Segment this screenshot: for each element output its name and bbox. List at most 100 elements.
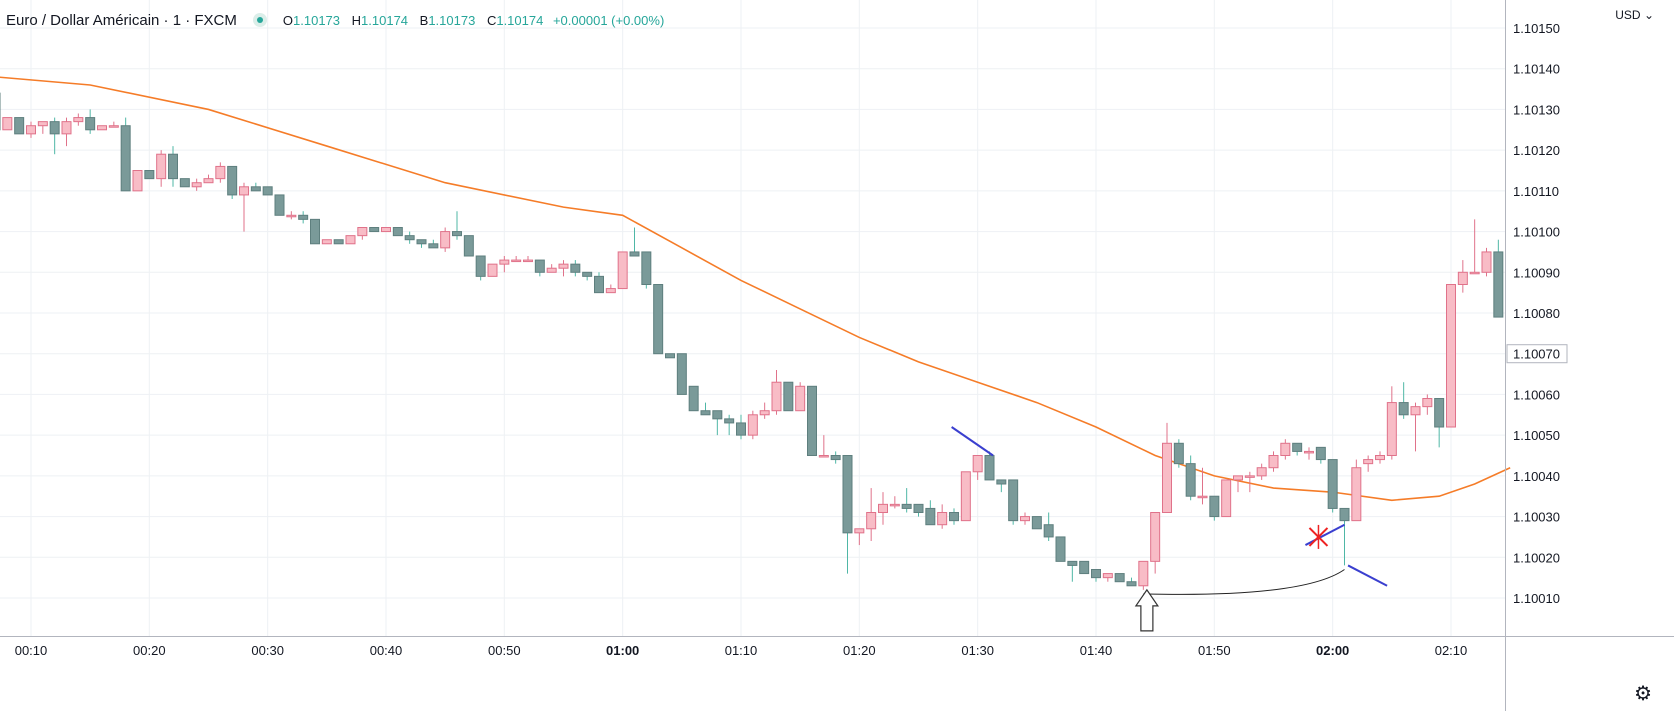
candle-body <box>1031 516 1042 530</box>
price-tick-label: 1.10040 <box>1513 469 1560 484</box>
currency-selector[interactable]: USD ⌄ <box>1615 8 1654 22</box>
candle-body <box>392 227 403 237</box>
low-key: B <box>419 12 429 28</box>
candle-up <box>759 402 770 419</box>
candle-down <box>1043 512 1054 541</box>
candle-body <box>996 479 1007 485</box>
candle-down <box>1292 442 1303 456</box>
candle-up <box>866 488 877 541</box>
candle-body <box>321 239 332 245</box>
candle-up <box>321 239 332 245</box>
candle-down <box>227 165 238 199</box>
candle-body <box>37 121 48 127</box>
candle-up <box>795 382 806 412</box>
candle-up <box>605 284 616 294</box>
time-tick-label: 00:50 <box>488 643 521 658</box>
candle-down <box>913 503 924 517</box>
candle-up <box>1363 455 1374 472</box>
candle-up <box>1150 512 1161 574</box>
candle-body <box>807 385 817 456</box>
candle-down <box>416 239 427 248</box>
candle-up <box>381 227 391 233</box>
candle-up <box>61 117 72 147</box>
candle-body <box>712 410 723 420</box>
candle-body <box>333 239 344 245</box>
candle-body <box>925 507 936 526</box>
candle-body <box>1268 455 1279 469</box>
candle-body <box>1481 251 1492 273</box>
candle-body <box>854 528 865 534</box>
candle-up <box>558 260 569 277</box>
high-value: 1.10174 <box>361 12 409 28</box>
price-tick-label: 1.10150 <box>1513 21 1560 36</box>
candle-body <box>1221 479 1232 518</box>
time-tick-label: 01:40 <box>1080 643 1113 658</box>
time-tick-label: 02:10 <box>1435 643 1468 658</box>
candle-down <box>570 260 581 277</box>
candle-down <box>996 479 1007 493</box>
candle-up <box>1197 467 1208 505</box>
candle-up <box>1268 451 1279 472</box>
candle-body <box>1055 536 1066 562</box>
candle-body <box>49 121 60 135</box>
price-tick-label: 1.10110 <box>1513 184 1559 199</box>
candle-body <box>736 422 746 436</box>
close-value: 1.10174 <box>496 12 544 28</box>
candle-body <box>771 381 782 412</box>
candle-body <box>558 263 569 269</box>
candle-up <box>26 121 36 138</box>
candle-body <box>818 455 829 458</box>
candle-body <box>1020 516 1030 522</box>
candle-down <box>168 146 178 187</box>
candle-up <box>357 227 368 240</box>
candle-body <box>132 170 143 192</box>
candle-body <box>428 243 439 249</box>
candle-down <box>842 455 853 574</box>
symbol-title[interactable]: Euro / Dollar Américain · 1 · FXCM <box>6 11 237 29</box>
gear-icon[interactable]: ⚙ <box>1634 683 1652 705</box>
candle-up <box>747 410 758 440</box>
candle-body <box>227 165 238 196</box>
candle-body <box>215 165 226 180</box>
candle-body <box>1410 406 1421 416</box>
symbol-header: Euro / Dollar Américain · 1 · FXCM O 1.10… <box>0 0 664 40</box>
candle-body <box>120 125 131 192</box>
candle-body <box>511 259 522 263</box>
candle-up <box>1020 512 1030 525</box>
candle-down <box>1434 398 1445 448</box>
candle-down <box>369 227 380 233</box>
high-key: H <box>351 12 362 28</box>
candle-up <box>487 263 498 277</box>
candle-body <box>1197 495 1208 499</box>
trend-line <box>1347 564 1388 587</box>
candle-up <box>617 251 628 290</box>
currency-label: USD <box>1615 8 1641 22</box>
candle-body <box>1067 560 1078 566</box>
candle-up <box>1469 219 1480 275</box>
candle-body <box>546 267 557 273</box>
candle-body <box>156 153 167 180</box>
candle-body <box>61 121 72 135</box>
candle-up <box>960 471 971 522</box>
candle-down <box>736 414 746 440</box>
candle-body <box>262 186 273 196</box>
candle-body <box>1398 402 1409 416</box>
candle-body <box>960 471 971 522</box>
candle-down <box>700 402 711 416</box>
candle-up <box>889 496 900 509</box>
open-key: O <box>282 12 294 28</box>
candle-body <box>700 410 711 416</box>
candle-down <box>1173 439 1184 468</box>
candle-down <box>534 259 545 277</box>
candle-body <box>14 117 25 135</box>
price-tick-label: 1.10030 <box>1513 510 1560 525</box>
time-tick-label: 02:00 <box>1316 643 1349 658</box>
candle-body <box>641 251 652 286</box>
candle-up <box>1162 422 1172 513</box>
candle-up <box>1244 471 1255 493</box>
candle-body <box>1363 459 1374 465</box>
candle-body <box>203 178 214 184</box>
candle-body <box>1327 459 1338 509</box>
candle-up <box>345 235 356 245</box>
